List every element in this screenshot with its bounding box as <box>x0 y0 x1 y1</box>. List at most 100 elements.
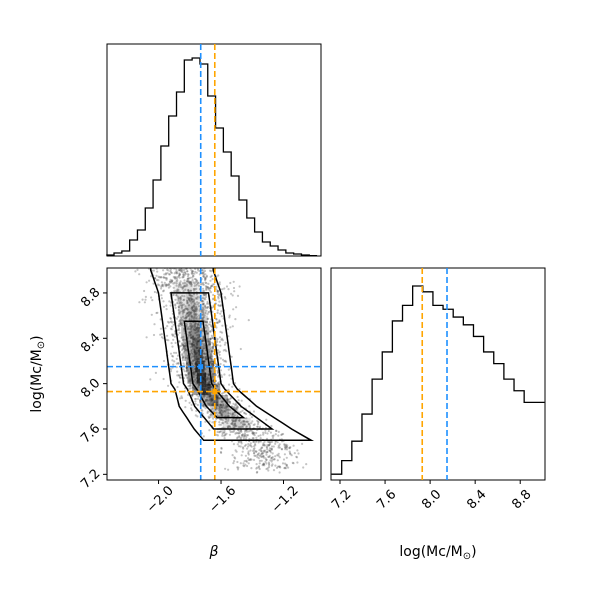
scatter-point <box>270 447 273 450</box>
scatter-point <box>227 398 230 401</box>
scatter-point <box>249 449 252 452</box>
scatter-point <box>192 298 195 301</box>
scatter-point <box>204 320 207 323</box>
scatter-point <box>165 338 168 341</box>
scatter-point <box>240 430 243 433</box>
scatter-point <box>219 423 223 426</box>
scatter-point <box>204 306 207 309</box>
scatter-point <box>232 308 235 311</box>
scatter-point <box>203 343 206 346</box>
scatter-point <box>167 286 170 289</box>
scatter-point <box>207 373 210 377</box>
scatter-point <box>207 373 210 376</box>
scatter-point <box>221 421 224 424</box>
scatter-point <box>274 440 277 443</box>
scatter-point <box>228 400 231 403</box>
scatter-point <box>177 309 180 312</box>
scatter-point <box>296 461 299 464</box>
scatter-point <box>180 318 183 321</box>
scatter-point <box>241 425 244 429</box>
density-cell <box>192 281 202 293</box>
scatter-point <box>175 272 178 275</box>
scatter-point <box>218 397 222 400</box>
scatter-point <box>293 452 296 455</box>
scatter-point <box>220 413 223 416</box>
scatter-point <box>192 281 195 284</box>
scatter-point <box>212 293 215 297</box>
scatter-point <box>182 315 185 318</box>
marker-orange-point <box>212 389 218 395</box>
scatter-point <box>189 281 193 284</box>
scatter-point <box>195 284 198 287</box>
scatter-point <box>216 290 219 293</box>
joint-density-frame <box>106 267 322 481</box>
scatter-point <box>295 455 298 458</box>
scatter-point <box>247 462 250 465</box>
scatter-point <box>210 325 213 328</box>
scatter-point <box>170 342 173 345</box>
scatter-point <box>274 442 277 445</box>
scatter-point <box>194 309 197 312</box>
scatter-point <box>165 283 169 286</box>
scatter-point <box>204 355 208 359</box>
scatter-point <box>192 386 195 389</box>
scatter-point <box>165 277 168 280</box>
scatter-point <box>144 298 147 301</box>
scatter-point <box>188 318 191 321</box>
scatter-point <box>247 453 250 456</box>
scatter-point <box>247 319 250 322</box>
scatter-point <box>189 378 192 381</box>
scatter-point <box>190 343 193 346</box>
scatter-point <box>170 320 173 323</box>
scatter-point <box>162 300 165 303</box>
scatter-point <box>204 295 208 299</box>
scatter-point <box>254 440 258 443</box>
scatter-point <box>243 435 246 439</box>
scatter-point <box>271 440 274 443</box>
scatter-point <box>227 424 230 428</box>
scatter-point <box>177 324 180 327</box>
scatter-point <box>225 394 228 397</box>
scatter-point <box>231 325 234 328</box>
scatter-point <box>208 416 211 419</box>
scatter-point <box>188 380 191 383</box>
scatter-point <box>204 399 207 402</box>
scatter-point <box>197 336 200 339</box>
scatter-point <box>284 446 287 449</box>
scatter-point <box>258 425 262 428</box>
scatter-point <box>197 301 200 305</box>
scatter-point <box>237 432 240 435</box>
scatter-point <box>245 434 248 437</box>
scatter-point <box>179 322 182 325</box>
scatter-point <box>196 415 199 418</box>
scatter-point <box>228 400 231 403</box>
scatter-point <box>222 403 225 406</box>
scatter-point <box>134 270 137 273</box>
scatter-point <box>179 397 182 400</box>
scatter-point <box>192 328 196 331</box>
scatter-point <box>207 282 210 285</box>
scatter-point <box>179 296 182 299</box>
beta-histogram-steps <box>106 57 318 257</box>
scatter-point <box>282 458 286 461</box>
scatter-point <box>223 434 226 437</box>
scatter-point <box>237 445 241 448</box>
scatter-point <box>180 316 183 319</box>
scatter-point <box>256 425 259 428</box>
scatter-point <box>218 431 221 434</box>
scatter-point <box>191 394 194 397</box>
scatter-point <box>242 434 245 437</box>
scatter-point <box>255 467 258 470</box>
scatter-point <box>264 460 267 463</box>
scatter-point <box>211 284 214 288</box>
scatter-point <box>265 451 268 454</box>
scatter-point <box>284 446 287 449</box>
scatter-point <box>253 434 256 437</box>
scatter-point <box>279 466 282 469</box>
scatter-point <box>184 356 187 359</box>
scatter-point <box>182 310 185 313</box>
scatter-point <box>185 280 188 283</box>
joint-density-panel: −2.0 −1.6 −1.27.27.68.08.48.8 β log(Mc/M⊙) <box>29 267 322 560</box>
scatter-point <box>164 273 167 276</box>
